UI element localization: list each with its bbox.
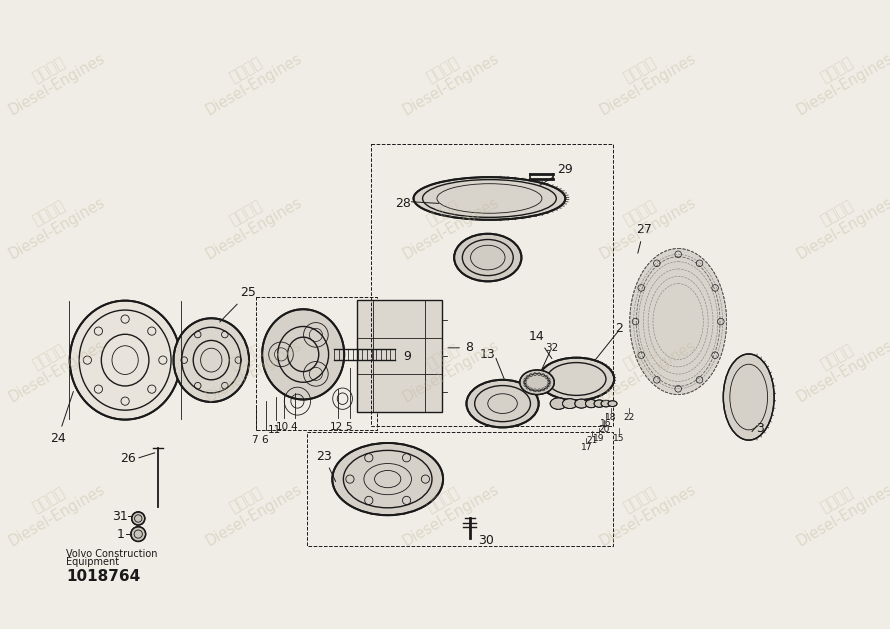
- Text: 24: 24: [50, 391, 73, 445]
- Text: 26: 26: [120, 452, 136, 465]
- Ellipse shape: [538, 358, 614, 400]
- FancyBboxPatch shape: [357, 300, 441, 412]
- Text: 紫发动力
Diesel-Engines: 紫发动力 Diesel-Engines: [588, 323, 699, 406]
- Ellipse shape: [724, 354, 774, 440]
- Text: 32: 32: [546, 343, 558, 353]
- Ellipse shape: [562, 399, 578, 408]
- Ellipse shape: [69, 301, 181, 420]
- Text: 紫发动力
Diesel-Engines: 紫发动力 Diesel-Engines: [195, 323, 305, 406]
- Text: 7: 7: [252, 435, 258, 445]
- Text: 紫发动力
Diesel-Engines: 紫发动力 Diesel-Engines: [0, 36, 108, 118]
- Text: 1018764: 1018764: [66, 569, 141, 584]
- Text: 15: 15: [613, 433, 625, 443]
- Text: 28: 28: [395, 197, 411, 210]
- Text: 紫发动力
Diesel-Engines: 紫发动力 Diesel-Engines: [588, 179, 699, 262]
- Text: 1: 1: [117, 528, 124, 542]
- Text: 22: 22: [623, 413, 635, 422]
- Text: 紫发动力
Diesel-Engines: 紫发动力 Diesel-Engines: [392, 36, 502, 118]
- Text: 17: 17: [580, 443, 592, 452]
- Text: Equipment: Equipment: [66, 557, 119, 567]
- Ellipse shape: [630, 248, 726, 394]
- Ellipse shape: [601, 400, 611, 407]
- Ellipse shape: [466, 380, 538, 427]
- Text: 5: 5: [345, 423, 352, 432]
- Text: 31: 31: [112, 509, 128, 523]
- Ellipse shape: [608, 401, 617, 406]
- Ellipse shape: [414, 177, 565, 220]
- Text: 紫发动力
Diesel-Engines: 紫发动力 Diesel-Engines: [195, 36, 305, 118]
- Text: 25: 25: [220, 286, 256, 322]
- Ellipse shape: [263, 309, 344, 399]
- Ellipse shape: [332, 443, 443, 515]
- Text: 紫发动力
Diesel-Engines: 紫发动力 Diesel-Engines: [392, 323, 502, 406]
- Text: 3: 3: [756, 421, 765, 435]
- Ellipse shape: [575, 399, 588, 408]
- Text: 30: 30: [478, 534, 494, 547]
- Text: 紫发动力
Diesel-Engines: 紫发动力 Diesel-Engines: [195, 467, 305, 549]
- Text: 紫发动力
Diesel-Engines: 紫发动力 Diesel-Engines: [786, 179, 890, 262]
- Circle shape: [132, 512, 145, 525]
- Text: 21: 21: [587, 436, 598, 445]
- Text: 12: 12: [330, 423, 344, 432]
- Text: 18: 18: [605, 413, 617, 422]
- Text: 紫发动力
Diesel-Engines: 紫发动力 Diesel-Engines: [0, 179, 108, 262]
- Text: 紫发动力
Diesel-Engines: 紫发动力 Diesel-Engines: [0, 467, 108, 549]
- Text: 紫发动力
Diesel-Engines: 紫发动力 Diesel-Engines: [392, 179, 502, 262]
- Circle shape: [131, 526, 146, 542]
- Text: 紫发动力
Diesel-Engines: 紫发动力 Diesel-Engines: [588, 36, 699, 118]
- Text: 29: 29: [539, 164, 573, 186]
- Text: 6: 6: [262, 435, 268, 445]
- Ellipse shape: [586, 399, 597, 408]
- Text: 27: 27: [635, 223, 651, 253]
- Text: 4: 4: [290, 423, 296, 432]
- Ellipse shape: [550, 398, 567, 409]
- Text: 紫发动力
Diesel-Engines: 紫发动力 Diesel-Engines: [786, 467, 890, 549]
- Text: 14: 14: [530, 330, 552, 359]
- Text: 紫发动力
Diesel-Engines: 紫发动力 Diesel-Engines: [195, 179, 305, 262]
- Ellipse shape: [454, 234, 522, 281]
- Text: 9: 9: [403, 350, 411, 362]
- Text: 10: 10: [276, 423, 289, 432]
- Ellipse shape: [174, 318, 249, 402]
- Text: 紫发动力
Diesel-Engines: 紫发动力 Diesel-Engines: [0, 323, 108, 406]
- Ellipse shape: [594, 400, 604, 408]
- Text: 8: 8: [448, 342, 473, 354]
- Text: 紫发动力
Diesel-Engines: 紫发动力 Diesel-Engines: [786, 323, 890, 406]
- Text: 紫发动力
Diesel-Engines: 紫发动力 Diesel-Engines: [392, 467, 502, 549]
- Text: Volvo Construction: Volvo Construction: [66, 549, 158, 559]
- Text: 紫发动力
Diesel-Engines: 紫发动力 Diesel-Engines: [786, 36, 890, 118]
- Text: 2: 2: [615, 321, 623, 335]
- Text: 20: 20: [599, 425, 610, 435]
- Text: 23: 23: [316, 450, 336, 482]
- Ellipse shape: [520, 370, 554, 394]
- Text: 13: 13: [480, 348, 496, 361]
- Text: 11: 11: [268, 425, 281, 435]
- Text: 紫发动力
Diesel-Engines: 紫发动力 Diesel-Engines: [588, 467, 699, 549]
- Text: 19: 19: [593, 433, 604, 443]
- Text: 16: 16: [600, 419, 611, 428]
